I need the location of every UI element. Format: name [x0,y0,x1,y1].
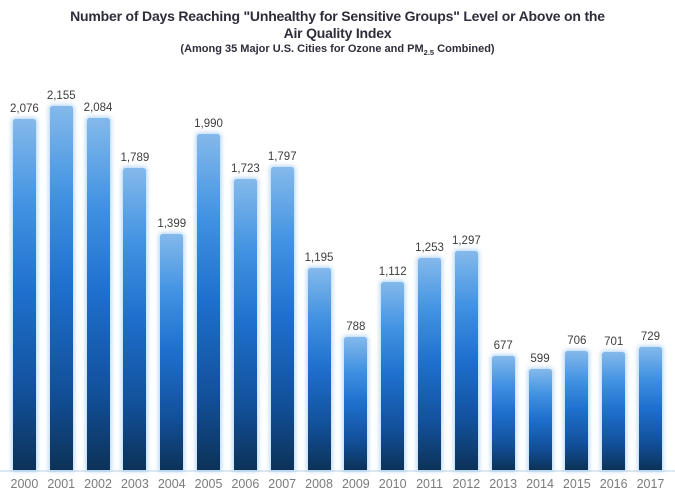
bar-2014 [528,368,552,470]
x-tick-label: 2005 [194,477,223,491]
x-tick-label: 2003 [120,477,149,491]
bar-column: 2,084 [80,57,117,470]
bar-2007 [270,166,294,470]
bar-2004 [160,233,184,470]
bar-value-label: 677 [493,339,513,352]
chart-subtitle-subscript: 2.5 [423,48,435,58]
bar-column: 1,789 [116,57,153,470]
bar-value-label: 1,723 [230,163,260,175]
bar-column: 701 [595,57,632,470]
bar-value-label: 1,297 [451,234,481,247]
bar-column: 1,297 [448,57,485,470]
bar-value-label: 1,253 [415,242,444,255]
x-tick-label: 2014 [526,477,554,491]
x-tick-label: 2001 [47,477,76,491]
chart-subtitle-suffix: Combined) [434,43,495,55]
bar-2009 [344,336,368,470]
bar-column: 788 [337,57,374,470]
x-tick-label: 2016 [599,477,628,491]
bar-value-label: 1,195 [304,252,334,265]
bar-2005 [197,133,221,470]
x-tick-label: 2013 [489,477,518,491]
bar-2011 [418,258,442,470]
bar-2017 [638,346,662,470]
bar-2001 [49,106,73,470]
bar-value-label: 2,076 [10,103,39,116]
chart-title-line-2: Air Quality Index [283,25,392,41]
x-tick-label: 2006 [231,477,260,491]
chart-subtitle: (Among 35 Major U.S. Cities for Ozone an… [0,43,675,56]
bar-column: 2,076 [6,57,43,470]
bar-value-label: 1,789 [120,151,150,164]
x-tick-label: 2004 [157,477,186,491]
bar-value-label: 1,797 [267,150,297,163]
chart-title-line-1: Number of Days Reaching "Unhealthy for S… [70,8,605,24]
bar-column: 599 [522,57,559,470]
bar-2006 [233,179,257,470]
bar-value-label: 788 [346,320,366,333]
bar-value-label: 1,990 [194,117,223,130]
bar-value-label: 729 [640,330,661,343]
x-tick-label: 2010 [378,477,407,491]
bar-value-label: 1,399 [157,217,187,230]
bar-2012 [454,250,478,470]
bar-column: 1,399 [153,57,190,470]
x-tick-label: 2015 [562,477,591,491]
bar-value-label: 2,155 [46,90,76,102]
bar-column: 1,990 [190,57,227,470]
x-tick-label: 2017 [636,477,665,491]
x-tick-label: 2008 [305,477,333,491]
bar-column: 677 [485,57,522,470]
bar-2008 [307,268,331,470]
bar-column: 2,155 [43,57,80,470]
x-tick-label: 2007 [268,477,297,491]
bar-value-label: 1,112 [378,266,407,279]
chart-subtitle-prefix: (Among 35 Major U.S. Cities for Ozone an… [180,43,424,55]
plot-area: 2,076 2,155 2,084 1,789 1,399 1,990 1,723 1,797… [0,57,675,472]
bar-value-label: 706 [567,334,587,347]
bar-column: 1,797 [264,57,301,470]
x-tick-label: 2002 [84,477,112,491]
bar-2015 [565,350,589,470]
bar-value-label: 599 [530,352,550,365]
bar-value-label: 701 [604,335,624,348]
bar-column: 1,195 [301,57,338,470]
chart-header: Number of Days Reaching "Unhealthy for S… [0,0,675,56]
bar-column: 1,253 [411,57,448,470]
bar-2003 [123,167,147,470]
bar-column: 706 [558,57,595,470]
x-tick-label: 2011 [416,477,443,491]
x-tick-label: 2012 [452,477,481,491]
bar-2010 [381,282,405,470]
bar-2002 [86,118,110,470]
bar-2013 [491,355,515,470]
bar-column: 1,112 [374,57,411,470]
bar-2000 [12,119,36,470]
bar-column: 1,723 [227,57,264,470]
bar-value-label: 2,084 [83,102,113,114]
bar-2016 [602,351,626,470]
x-axis: 2000 2001 2002 2003 2004 2005 2006 2007 2008 2009… [0,477,675,491]
bar-column: 729 [632,57,669,470]
x-tick-label: 2000 [10,477,39,491]
x-tick-label: 2009 [341,477,370,491]
